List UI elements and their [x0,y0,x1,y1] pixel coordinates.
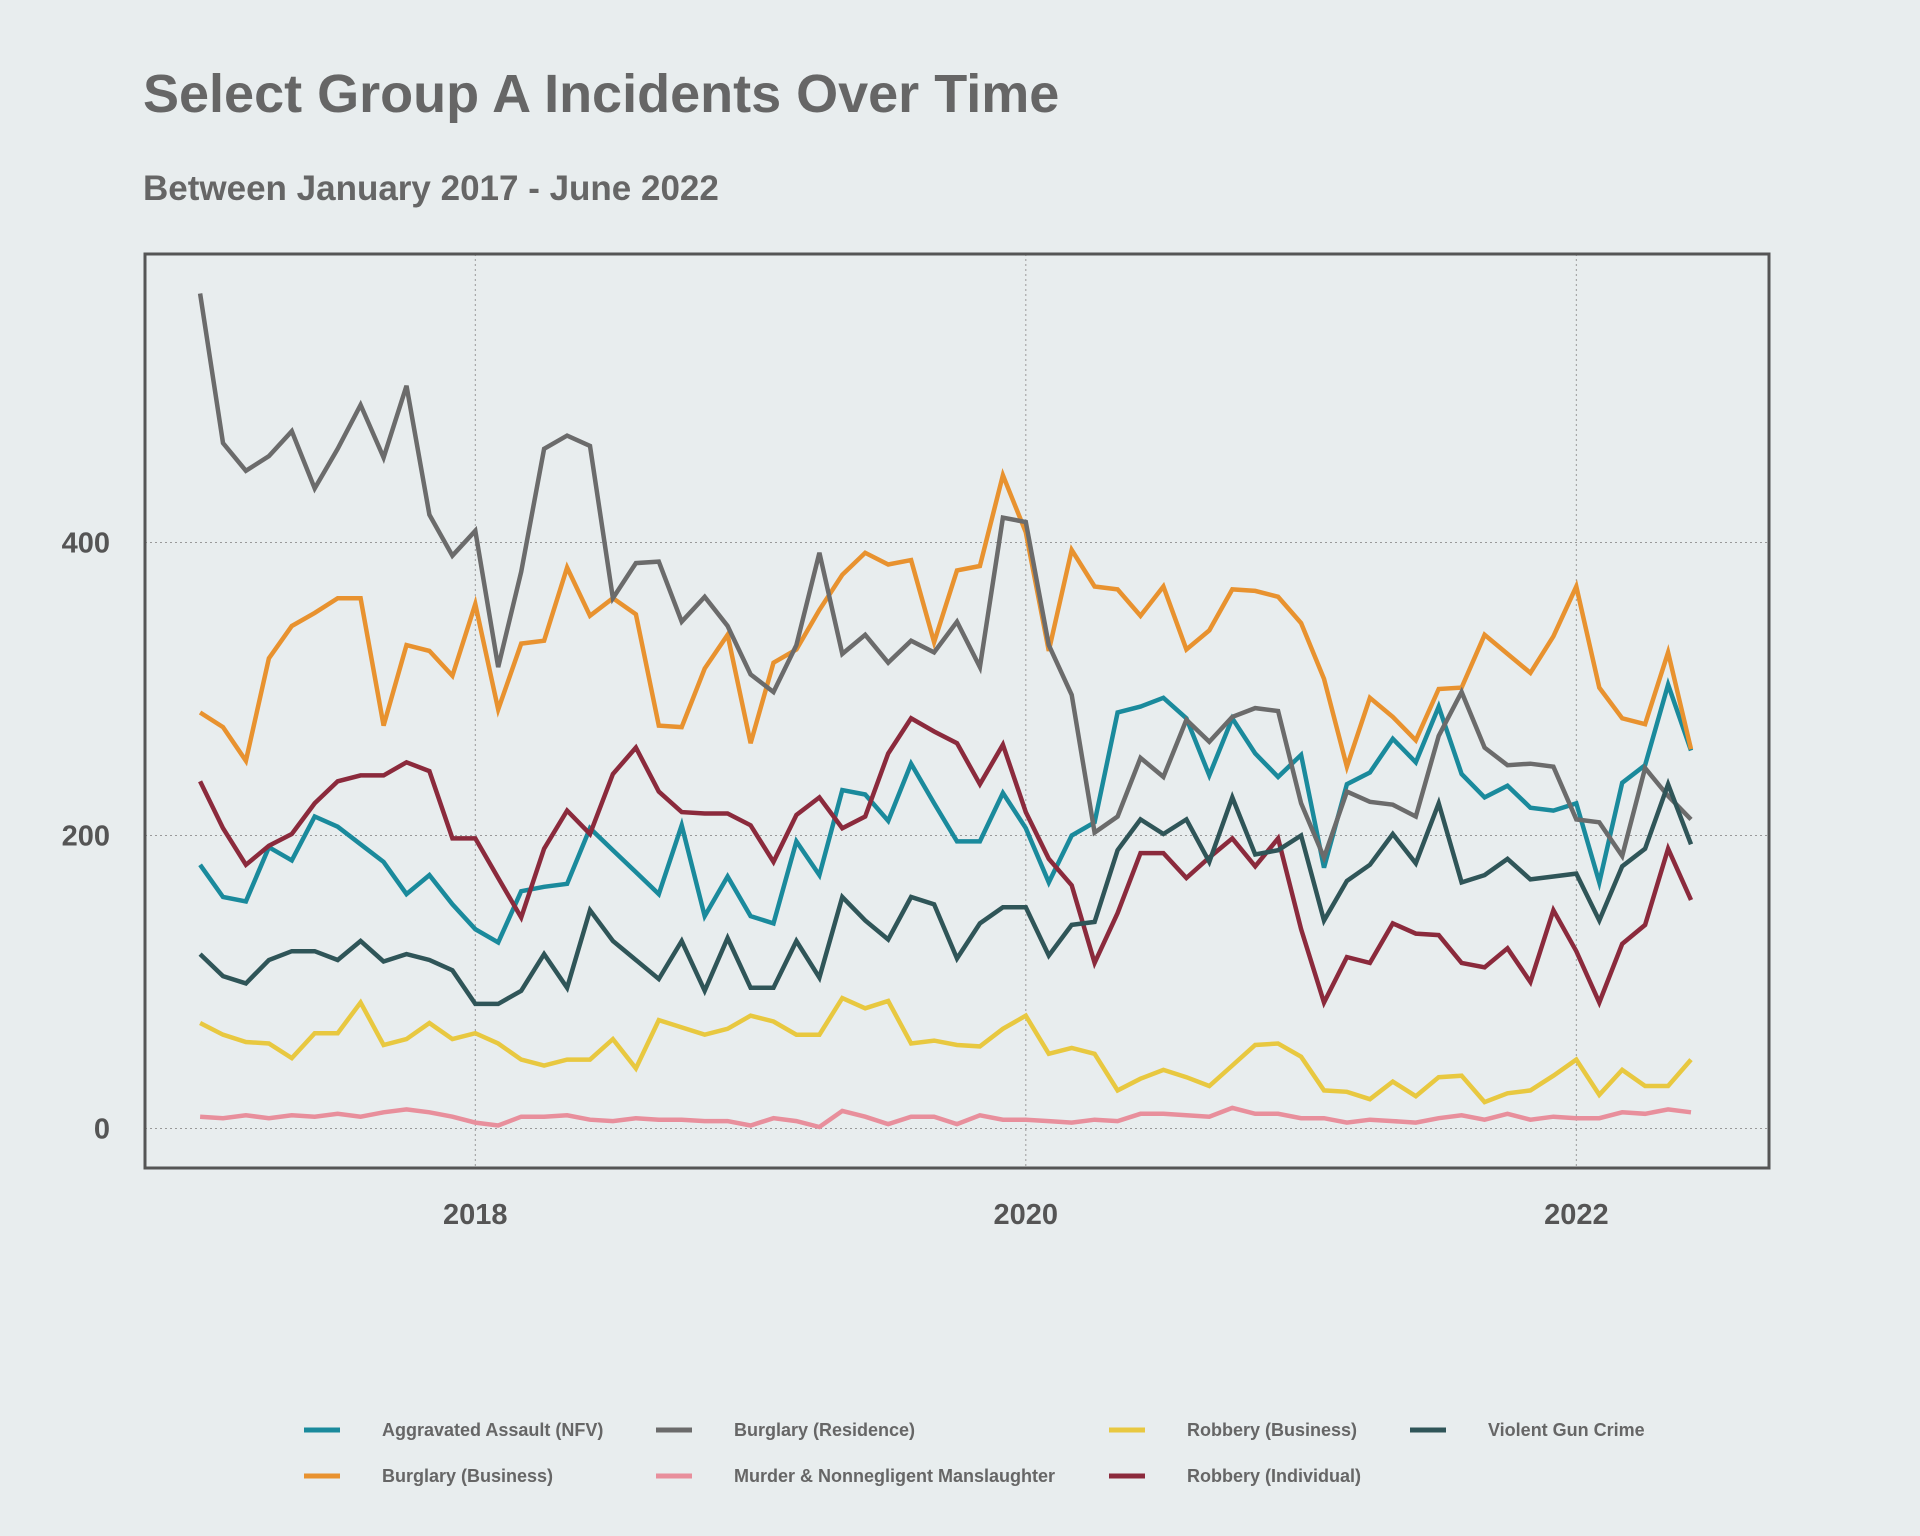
series-line-burglary-residence [197,293,1693,864]
series-line-robbery-individual [198,715,1694,1009]
x-tick-label: 2018 [443,1199,508,1231]
legend-label-robbery-business: Robbery (Business) [1187,1420,1357,1440]
y-tick-label: 0 [94,1113,110,1145]
legend-label-aggravated-assault-nfv: Aggravated Assault (NFV) [382,1420,603,1440]
chart-title: Select Group A Incidents Over Time [143,64,1059,124]
legend-label-burglary-residence: Burglary (Residence) [734,1420,915,1440]
legend-label-murder-nonnegligent-manslaughter: Murder & Nonnegligent Manslaughter [734,1466,1055,1486]
legend: Aggravated Assault (NFV) Burglary (Busine… [304,1420,1645,1486]
y-tick-label: 200 [62,821,110,853]
x-tick-label: 2022 [1544,1199,1609,1231]
legend-label-violent-gun-crime: Violent Gun Crime [1488,1420,1645,1440]
series-line-aggravated-assault-nfv [198,677,1694,946]
series-line-burglary-business [198,467,1694,775]
legend-label-burglary-business: Burglary (Business) [382,1466,553,1486]
series-layer [197,293,1694,1130]
series-line-violent-gun-crime [198,777,1694,1007]
legend-label-robbery-individual: Robbery (Individual) [1187,1466,1361,1486]
chart-subtitle: Between January 2017 - June 2022 [143,169,719,208]
series-line-robbery-business [199,995,1693,1105]
y-tick-label: 400 [62,528,110,560]
series-line-murder-nonnegligent-manslaughter [199,1105,1692,1130]
tick-layer: 0 200 400 2018 2020 2022 [62,528,1609,1231]
x-tick-label: 2020 [994,1199,1059,1231]
plot-frame [143,252,1771,1170]
